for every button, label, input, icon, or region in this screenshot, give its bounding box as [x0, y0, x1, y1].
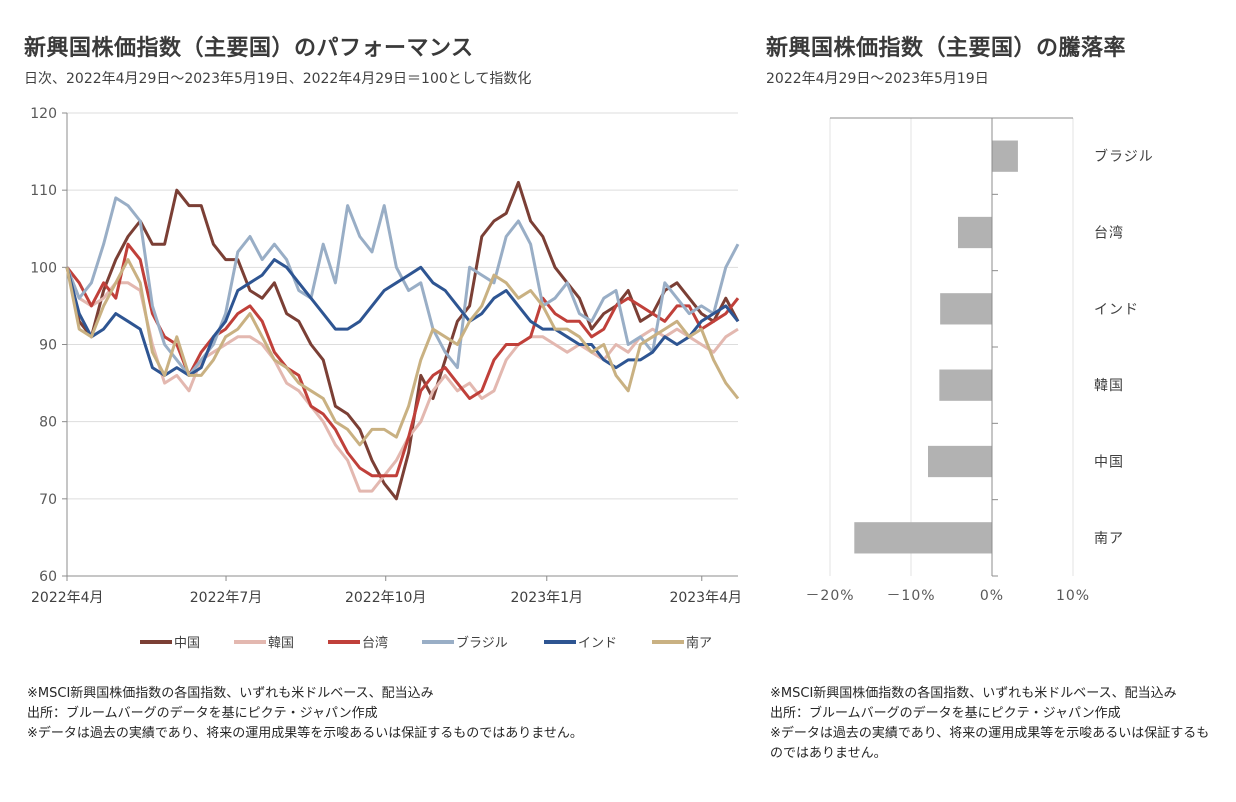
legend-label: ブラジル: [456, 635, 508, 651]
bar-韓国: [939, 369, 992, 401]
line-chart: 60 70 80 90 100 110 120 2022年4月 2022年7月 2022年10月 2…: [30, 106, 742, 651]
bar-インド: [940, 293, 992, 325]
series-line-インド: [65, 258, 740, 377]
x-tick-label: 2022年7月: [190, 590, 263, 606]
x-tick-label: －20%: [805, 588, 854, 604]
bar-chart-bars: [854, 140, 1018, 554]
bar-chart-notes: ※MSCI新興国株価指数の各国指数、いずれも米ドルベース、配当込み 出所：ブルー…: [770, 684, 1215, 764]
bar-chart-subtitle: 2022年4月29日～2023年5月19日: [766, 71, 989, 87]
bar-chart-axes: －20% －10% 0% 10%: [805, 117, 1090, 604]
y-tick-label: 120: [30, 106, 57, 122]
x-tick-label: 2023年1月: [510, 590, 583, 606]
category-label: 台湾: [1094, 225, 1124, 242]
y-tick-label: 80: [39, 415, 57, 431]
y-tick-label: 70: [39, 492, 57, 508]
x-tick-label: －10%: [886, 588, 935, 604]
line-chart-legend: 中国 韓国 台湾 ブラジル インド 南ア: [140, 635, 712, 651]
series-line-中国: [65, 180, 740, 501]
line-chart-title: 新興国株価指数（主要国）のパフォーマンス: [24, 36, 474, 61]
note-line: ※MSCI新興国株価指数の各国指数、いずれも米ドルベース、配当込み: [770, 686, 1177, 701]
note-line: 出所：ブルームバーグのデータを基にピクテ・ジャパン作成: [27, 706, 378, 721]
line-chart-subtitle: 日次、2022年4月29日～2023年5月19日、2022年4月29日＝100と…: [24, 71, 532, 87]
category-label: 南ア: [1094, 531, 1124, 547]
legend-label: インド: [578, 636, 617, 651]
line-chart-series: [65, 180, 740, 501]
note-line: ※データは過去の実績であり、将来の運用成果等を示唆あるいは保証するものではありま…: [27, 726, 583, 741]
y-tick-label: 110: [30, 183, 57, 199]
category-label: インド: [1094, 302, 1139, 318]
category-label: 韓国: [1094, 378, 1124, 394]
line-chart-grid: [67, 112, 738, 500]
x-tick-label: 0%: [980, 588, 1004, 604]
x-tick-label: 10%: [1056, 588, 1090, 604]
bar-南ア: [854, 522, 992, 554]
legend-label: 台湾: [362, 635, 388, 651]
x-tick-label: 2023年4月: [669, 590, 742, 606]
category-label: ブラジル: [1094, 148, 1154, 165]
legend-label: 韓国: [268, 636, 294, 651]
note-line: ※データは過去の実績であり、将来の運用成果等を示唆あるいは保証するものではありま…: [770, 726, 1210, 761]
note-line: 出所：ブルームバーグのデータを基にピクテ・ジャパン作成: [770, 706, 1121, 721]
y-tick-label: 100: [30, 260, 57, 276]
bar-chart-grid: [829, 118, 1074, 576]
bar-台湾: [957, 216, 992, 249]
note-line: ※MSCI新興国株価指数の各国指数、いずれも米ドルベース、配当込み: [27, 686, 434, 701]
category-label: 中国: [1094, 455, 1124, 471]
legend-label: 中国: [174, 636, 200, 651]
bar-中国: [928, 445, 992, 478]
x-tick-label: 2022年4月: [31, 590, 104, 606]
bar-chart-title: 新興国株価指数（主要国）の騰落率: [766, 36, 1127, 61]
y-tick-label: 90: [39, 338, 57, 354]
x-tick-label: 2022年10月: [345, 590, 426, 606]
series-line-韓国: [65, 266, 739, 493]
y-tick-label: 60: [39, 569, 57, 585]
legend-label: 南ア: [686, 635, 712, 651]
line-chart-notes: ※MSCI新興国株価指数の各国指数、いずれも米ドルベース、配当込み 出所：ブルー…: [27, 684, 747, 744]
line-chart-axes: 60 70 80 90 100 110 120 2022年4月 2022年7月 2022年10月 2…: [30, 106, 742, 606]
bar-ブラジル: [992, 140, 1018, 172]
series-line-南ア: [65, 258, 740, 447]
series-line-台湾: [65, 242, 740, 478]
